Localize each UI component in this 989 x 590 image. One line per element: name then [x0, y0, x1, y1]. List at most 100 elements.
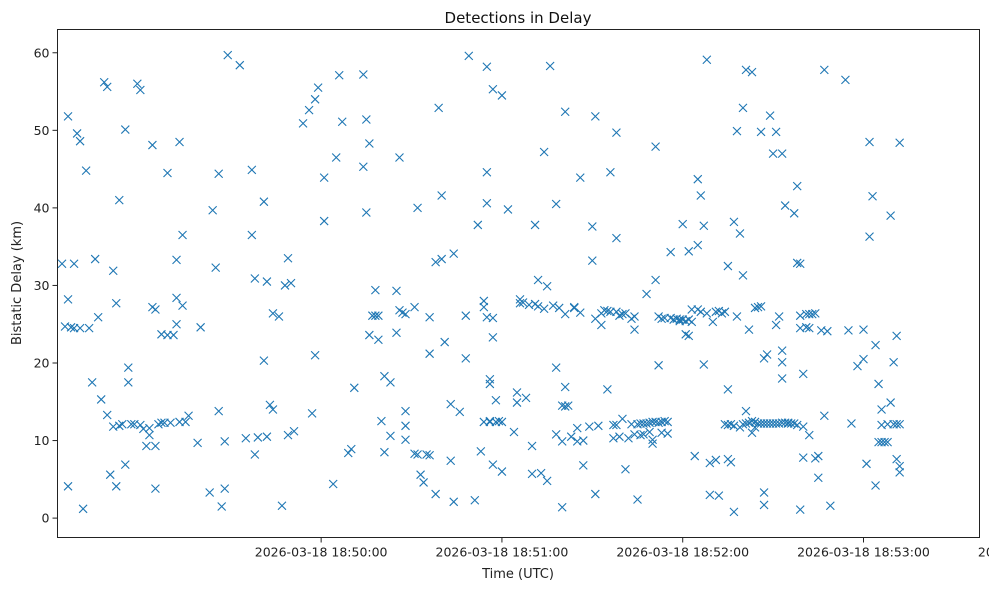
data-point: [609, 433, 618, 443]
data-point: [895, 467, 905, 477]
data-point: [660, 416, 670, 426]
data-point: [654, 360, 663, 370]
data-point: [630, 312, 639, 321]
data-point: [172, 293, 181, 303]
data-point: [72, 129, 82, 138]
data-point: [111, 298, 121, 308]
data-point: [747, 67, 757, 77]
data-point: [602, 306, 612, 316]
data-point: [859, 325, 868, 335]
data-point: [654, 418, 663, 428]
data-point: [651, 142, 660, 151]
data-point: [268, 405, 278, 414]
data-point: [503, 205, 513, 214]
data-point: [777, 149, 787, 158]
data-point: [126, 419, 136, 429]
y-tick-label: 20: [34, 355, 50, 370]
data-point: [364, 330, 374, 340]
data-point: [750, 303, 760, 313]
data-point: [422, 450, 431, 459]
data-point: [726, 457, 736, 467]
data-point: [868, 191, 877, 201]
data-point: [262, 432, 272, 442]
data-point: [262, 277, 272, 286]
y-tick-label: 40: [34, 200, 50, 215]
data-point: [798, 369, 808, 379]
data-point: [596, 320, 606, 330]
data-point: [756, 127, 766, 137]
data-point: [551, 429, 561, 439]
data-point: [461, 311, 471, 321]
data-point: [81, 166, 91, 176]
data-point: [286, 278, 296, 288]
data-point: [612, 307, 621, 317]
data-point: [370, 311, 380, 321]
data-point: [599, 305, 609, 315]
data-point: [253, 433, 263, 442]
data-point: [497, 417, 507, 427]
data-point: [337, 117, 347, 127]
data-point: [804, 323, 814, 333]
data-point: [283, 253, 293, 263]
data-point: [575, 308, 585, 317]
data-point: [277, 501, 287, 511]
data-point: [747, 416, 757, 426]
data-point: [96, 395, 106, 404]
data-point: [473, 220, 483, 230]
data-point: [886, 211, 896, 221]
data-point: [135, 420, 145, 430]
data-point: [310, 350, 320, 360]
data-point: [702, 308, 712, 318]
data-point: [696, 307, 706, 317]
data-point: [440, 337, 450, 347]
data-point: [542, 281, 552, 291]
y-tick-label: 30: [34, 278, 50, 293]
data-point: [370, 285, 380, 295]
data-point: [633, 495, 642, 504]
data-point: [105, 470, 115, 480]
data-point: [777, 357, 787, 367]
data-point: [108, 266, 118, 276]
data-point: [482, 167, 492, 177]
data-point: [63, 481, 73, 491]
data-point: [425, 349, 435, 359]
data-point: [630, 325, 639, 335]
data-point: [132, 79, 142, 89]
data-point: [871, 340, 880, 350]
data-point: [220, 484, 230, 494]
data-point: [377, 416, 386, 426]
data-point: [759, 353, 769, 363]
data-point: [895, 138, 905, 148]
data-point: [392, 286, 401, 296]
data-point: [289, 426, 299, 436]
data-point: [151, 305, 160, 314]
data-point: [560, 382, 570, 392]
data-point: [678, 219, 688, 229]
data-point: [413, 203, 422, 213]
data-point: [512, 388, 522, 397]
data-point: [527, 469, 537, 479]
data-point: [699, 360, 709, 369]
data-point: [361, 115, 371, 124]
x-tick-label: 2026-03-18 18:51:00: [436, 545, 569, 560]
data-point: [795, 505, 805, 514]
data-point: [560, 107, 570, 117]
data-point: [768, 149, 778, 158]
data-point: [557, 502, 567, 512]
data-point: [117, 419, 127, 429]
y-tick-label: 0: [42, 511, 50, 526]
data-point: [343, 448, 353, 458]
data-point: [157, 418, 166, 428]
data-point: [795, 259, 805, 269]
plot-frame: [57, 29, 980, 538]
data-point: [636, 430, 645, 440]
data-point: [358, 162, 368, 172]
data-point: [687, 317, 697, 327]
data-point: [358, 70, 368, 79]
data-point: [413, 450, 422, 459]
data-point: [684, 331, 694, 341]
data-point: [123, 377, 133, 387]
data-point: [612, 128, 621, 138]
data-point: [533, 275, 543, 285]
y-tick-label: 60: [34, 45, 50, 60]
